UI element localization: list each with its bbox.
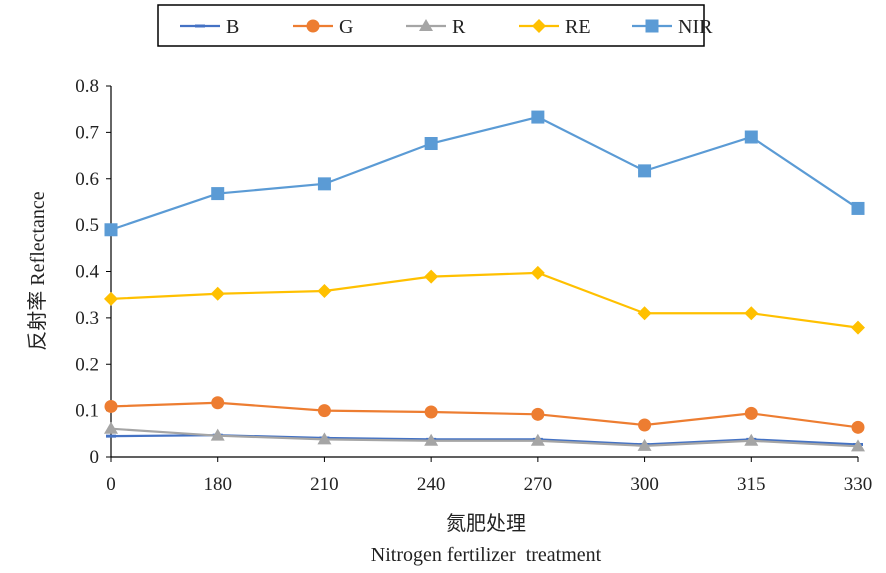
y-tick-label: 0.3 xyxy=(75,308,99,329)
legend-label-g: G xyxy=(339,16,353,38)
data-point-re xyxy=(637,306,652,321)
data-point-nir xyxy=(531,110,545,124)
series-nir xyxy=(104,110,865,237)
data-point-nir xyxy=(851,201,865,215)
legend-label-r: R xyxy=(452,16,466,38)
x-tick-label: 300 xyxy=(630,474,659,495)
legend-marker-re xyxy=(532,19,546,33)
legend-label-nir: NIR xyxy=(678,16,713,38)
y-tick-label: 0.8 xyxy=(75,76,99,97)
y-tick-label: 0.4 xyxy=(75,262,99,283)
y-tick-label: 0 xyxy=(90,447,100,468)
x-tick-label: 270 xyxy=(524,474,553,495)
y-tick-label: 0.7 xyxy=(75,122,99,143)
legend-marker-nir xyxy=(645,19,659,33)
legend-label-b: B xyxy=(226,16,239,38)
x-tick-label: 315 xyxy=(737,474,766,495)
y-tick-label: 0.5 xyxy=(75,215,99,236)
series-g xyxy=(104,396,865,434)
x-tick-label: 330 xyxy=(844,474,873,495)
data-point-re xyxy=(210,286,225,301)
legend-item-re: RE xyxy=(519,16,591,38)
legend-marker-b xyxy=(195,24,205,28)
data-point-re xyxy=(424,269,439,284)
data-point-re xyxy=(530,265,545,280)
x-tick-label: 180 xyxy=(203,474,232,495)
series-line-re xyxy=(110,271,859,329)
data-point-g xyxy=(531,407,545,421)
data-point-r xyxy=(744,433,759,446)
y-tick-label: 0.6 xyxy=(75,169,99,190)
data-point-re xyxy=(317,283,332,298)
y-tick-label: 0.1 xyxy=(75,401,99,422)
data-point-re xyxy=(744,306,759,321)
data-point-r xyxy=(317,432,332,445)
data-point-g xyxy=(744,406,758,420)
data-point-nir xyxy=(424,137,438,151)
data-point-re xyxy=(851,320,865,335)
data-point-nir xyxy=(317,177,331,191)
x-axis-title-chinese: 氮肥处理 xyxy=(446,512,526,535)
legend-item-b: B xyxy=(180,16,239,38)
legend-item-g: G xyxy=(293,16,353,38)
data-point-b xyxy=(106,434,116,438)
data-point-r xyxy=(104,421,118,434)
series-line-nir xyxy=(110,115,859,231)
data-point-nir xyxy=(744,130,758,144)
x-tick-label: 240 xyxy=(417,474,446,495)
data-point-re xyxy=(104,291,118,306)
series-line-g xyxy=(110,401,859,429)
legend-marker-r xyxy=(419,19,433,31)
x-tick-labels: 0 180 210 240 270 300 315 330 xyxy=(106,474,872,495)
data-point-r xyxy=(851,439,865,452)
data-point-g xyxy=(638,418,652,432)
data-point-nir xyxy=(211,187,225,201)
y-axis-title: 反射率 Reflectance xyxy=(26,191,49,350)
legend-marker-g xyxy=(306,19,320,33)
data-point-g xyxy=(424,405,438,419)
legend: B G R RE NIR xyxy=(180,16,713,38)
data-point-r xyxy=(530,433,545,446)
x-tick-label: 0 xyxy=(106,474,116,495)
x-tick-label: 210 xyxy=(310,474,339,495)
legend-item-r: R xyxy=(406,16,466,38)
y-tick-label: 0.2 xyxy=(75,354,99,375)
data-point-nir xyxy=(638,164,652,178)
axes xyxy=(106,85,859,462)
series-group xyxy=(104,110,865,452)
y-tick-labels: 0 0.1 0.2 0.3 0.4 0.5 0.6 0.7 0.8 xyxy=(75,76,99,468)
data-point-g xyxy=(851,420,865,434)
data-point-nir xyxy=(104,223,118,237)
data-point-g xyxy=(317,404,331,418)
data-point-g xyxy=(104,399,118,413)
data-point-r xyxy=(210,428,225,441)
series-re xyxy=(104,265,865,335)
data-point-r xyxy=(637,438,652,451)
legend-label-re: RE xyxy=(565,16,591,38)
data-point-r xyxy=(424,433,439,446)
legend-item-nir: NIR xyxy=(632,16,713,38)
series-line-r xyxy=(110,427,859,448)
x-axis-title-english: Nitrogen fertilizer treatment xyxy=(371,544,602,566)
data-point-g xyxy=(211,396,225,410)
series-r xyxy=(104,421,865,452)
